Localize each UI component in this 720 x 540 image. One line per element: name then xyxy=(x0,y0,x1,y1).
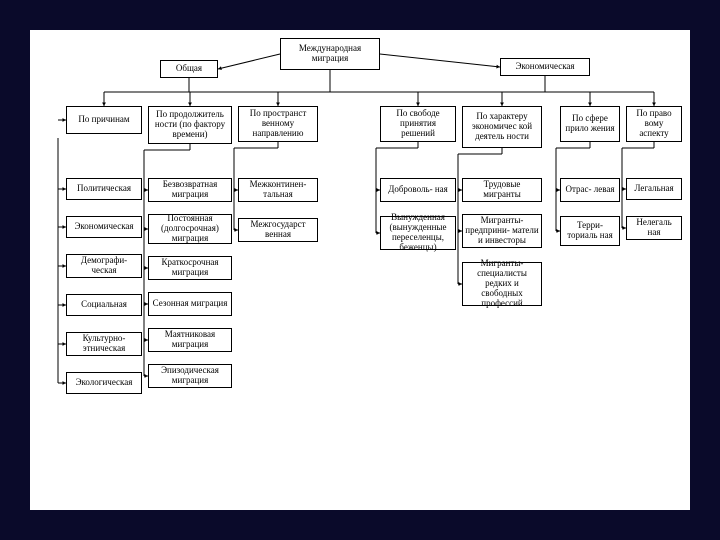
node-c1r3: Демографи- ческая xyxy=(66,254,142,278)
node-econ: Экономическая xyxy=(500,58,590,76)
node-c1r1: Политическая xyxy=(66,178,142,200)
node-c5r1: Трудовые мигранты xyxy=(462,178,542,202)
node-c1: По причинам xyxy=(66,106,142,134)
node-c4: По свободе принятия решений xyxy=(380,106,456,142)
node-c2r2: Постоянная (долгосрочная) миграция xyxy=(148,214,232,244)
diagram-sheet: Международная миграция Общая Экономическая… xyxy=(30,30,690,510)
node-root: Международная миграция xyxy=(280,38,380,70)
node-c5r3: Мигранты- специалисты редких и свободных… xyxy=(462,262,542,306)
node-c7: По право вому аспекту xyxy=(626,106,682,142)
node-c3r1: Межконтинен- тальная xyxy=(238,178,318,202)
node-c1r4: Социальная xyxy=(66,294,142,316)
node-c1r2: Экономическая xyxy=(66,216,142,238)
node-c2r4: Сезонная миграция xyxy=(148,292,232,316)
node-c5r2: Мигранты- предприни- матели и инвесторы xyxy=(462,214,542,248)
node-c6r2: Терри- ториаль ная xyxy=(560,216,620,246)
node-c6r1: Отрас- левая xyxy=(560,178,620,202)
node-c2: По продолжитель ности (по фактору времен… xyxy=(148,106,232,144)
node-c3: По пространст венному направлению xyxy=(238,106,318,142)
node-c2r6: Эпизодическая миграция xyxy=(148,364,232,388)
node-c1r5: Культурно- этническая xyxy=(66,332,142,356)
node-c7r1: Легальная xyxy=(626,178,682,200)
node-c4r2: Вынужденная (вынужденные переселенцы, бе… xyxy=(380,216,456,250)
node-general: Общая xyxy=(160,60,218,78)
node-c3r2: Межгосударст венная xyxy=(238,218,318,242)
node-c2r3: Краткосрочная миграция xyxy=(148,256,232,280)
node-c6: По сфере прило жения xyxy=(560,106,620,142)
node-c1r6: Экологическая xyxy=(66,372,142,394)
node-c5: По характеру экономичес кой деятель ност… xyxy=(462,106,542,148)
node-c7r2: Нелегаль ная xyxy=(626,216,682,240)
node-c2r5: Маятниковая миграция xyxy=(148,328,232,352)
node-c4r1: Доброволь- ная xyxy=(380,178,456,202)
node-c2r1: Безвозвратная миграция xyxy=(148,178,232,202)
